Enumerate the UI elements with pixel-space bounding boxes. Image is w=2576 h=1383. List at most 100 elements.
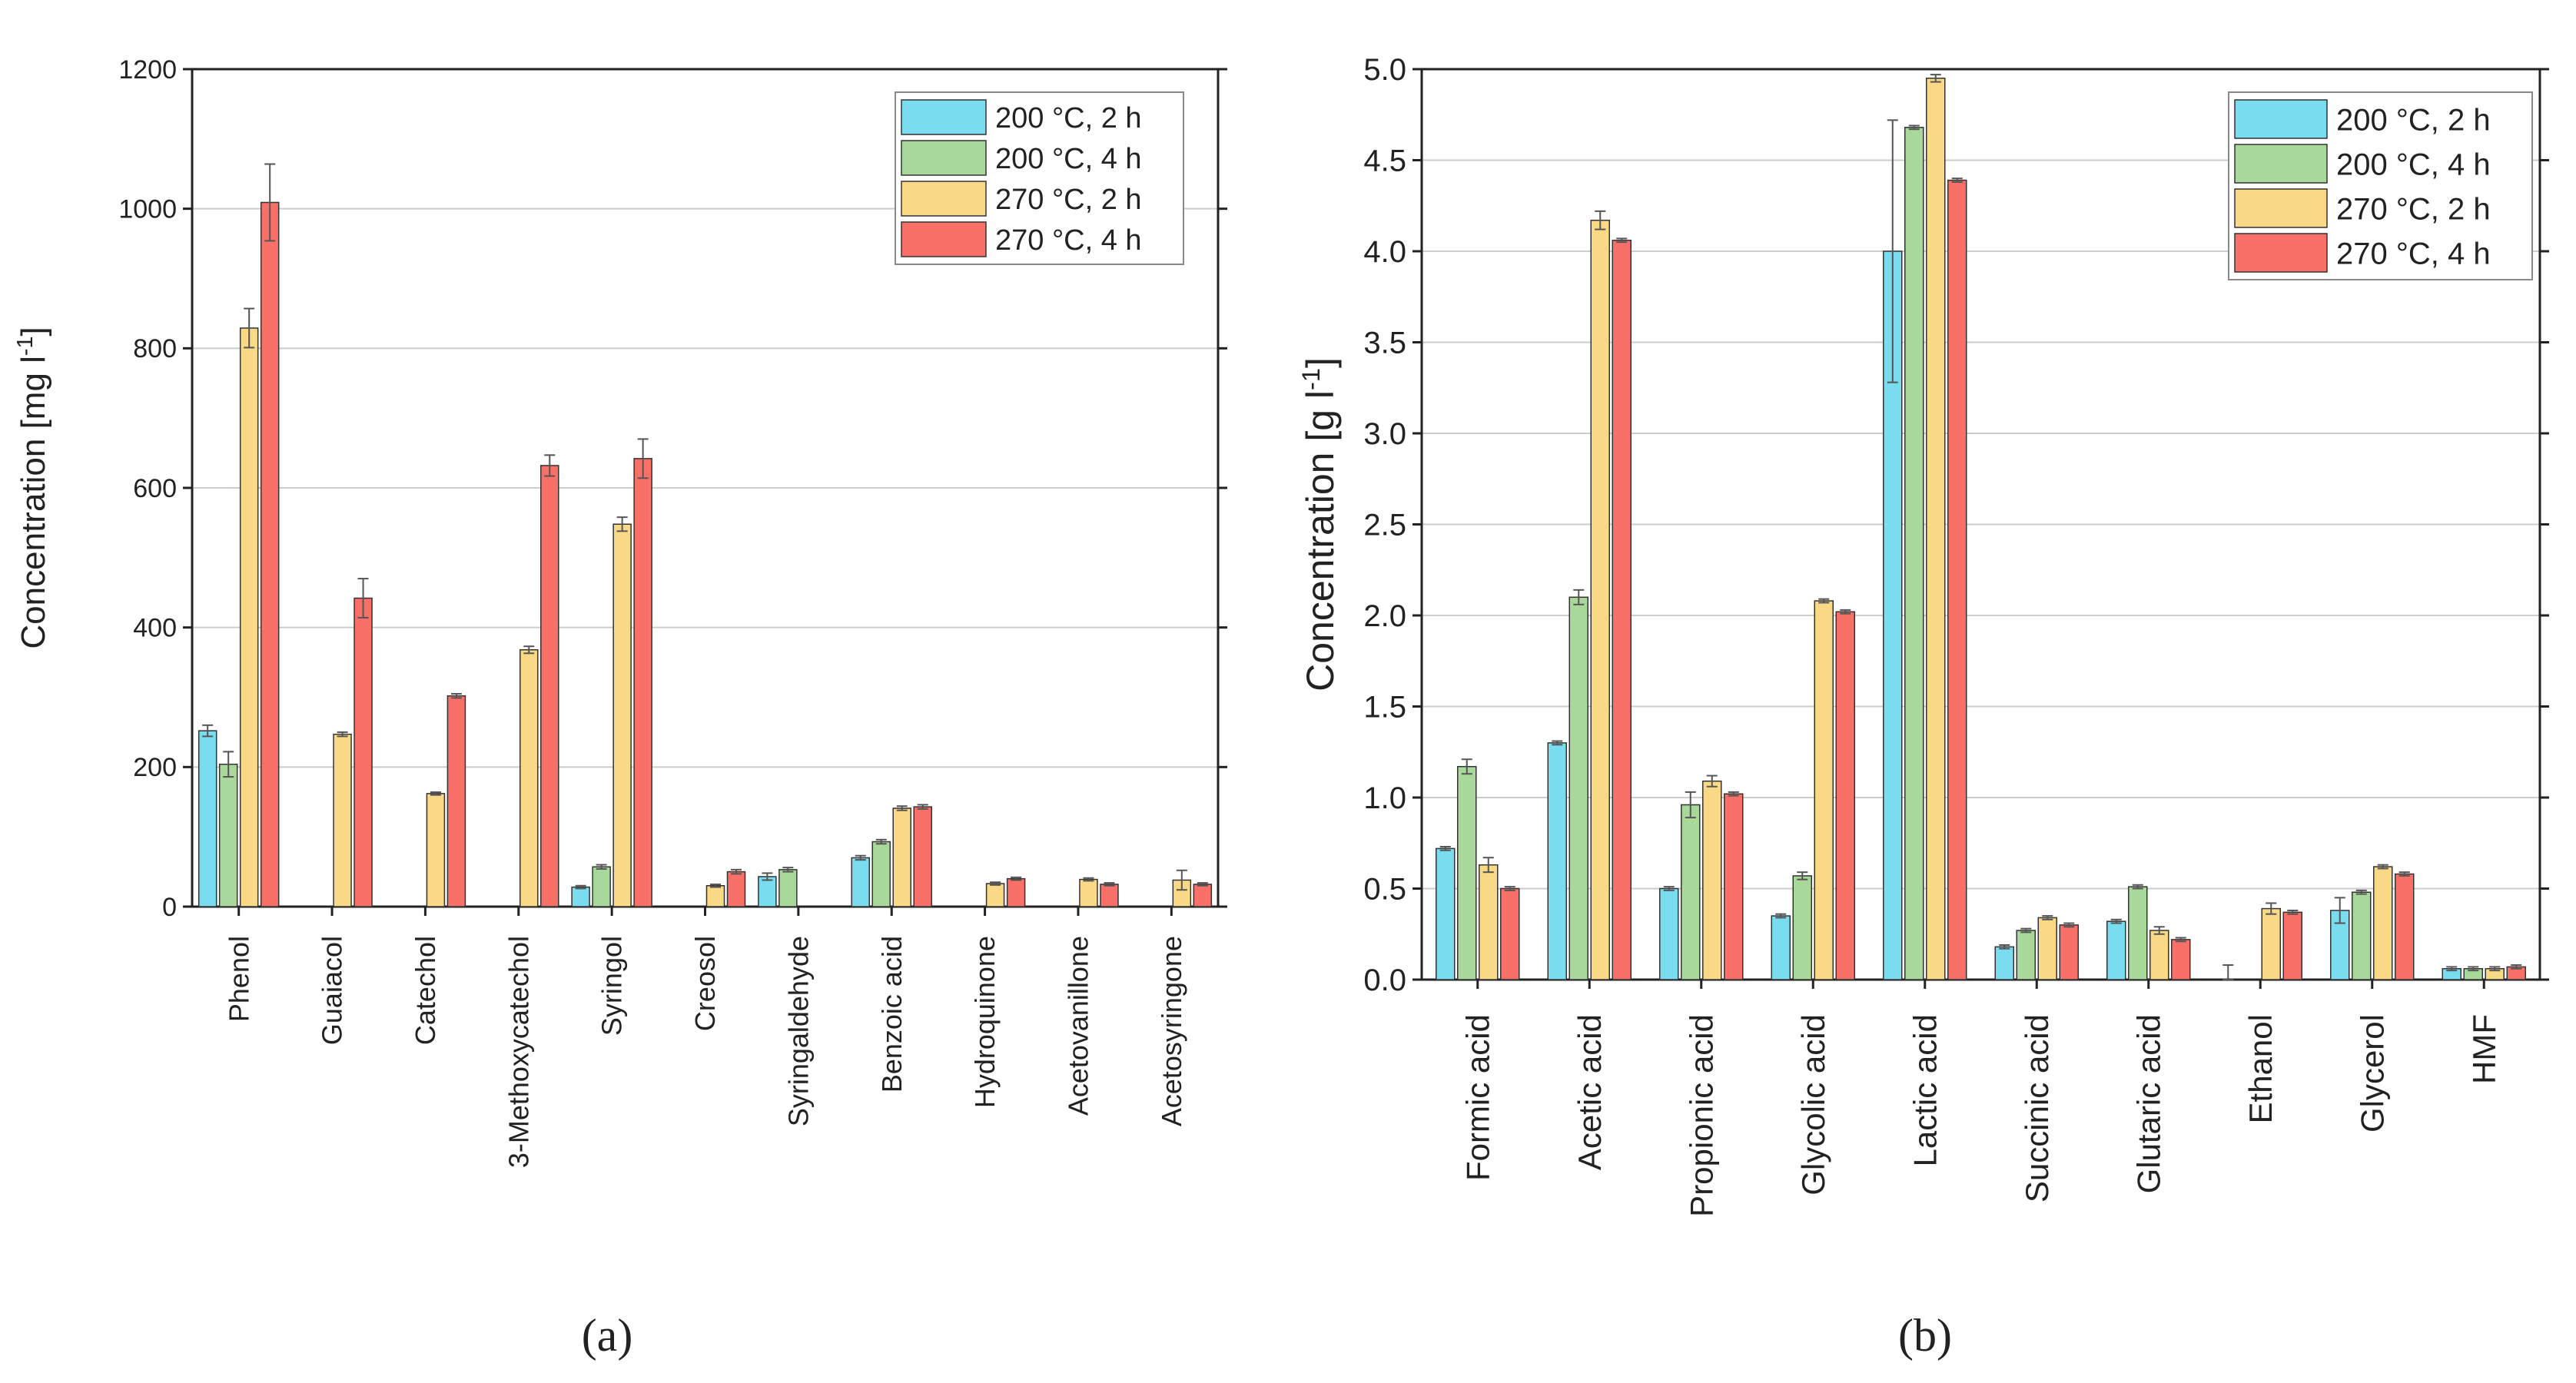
legend-label: 200 °C, 4 h	[995, 143, 1142, 175]
legend-swatch	[2234, 233, 2328, 273]
legend-label: 200 °C, 2 h	[995, 102, 1142, 134]
bar	[705, 885, 725, 907]
y-tick-label: 200	[133, 753, 177, 782]
y-tick-label: 4.0	[1363, 235, 1406, 269]
bar	[2059, 924, 2079, 980]
bar	[198, 730, 217, 907]
bar	[612, 523, 632, 907]
legend-label: 270 °C, 4 h	[995, 224, 1142, 257]
bar	[851, 857, 870, 907]
bar	[1479, 864, 1499, 980]
x-category-label: Glycerol	[2354, 1014, 2390, 1133]
y-tick-label: 600	[133, 474, 177, 503]
legend: 200 °C, 2 h 200 °C, 4 h 270 °C, 2 h 270 °C,…	[2228, 91, 2533, 280]
legend-label: 200 °C, 4 h	[2336, 148, 2491, 181]
x-category-label: Lactic acid	[1907, 1014, 1943, 1166]
bar	[260, 201, 280, 907]
bar	[913, 806, 932, 907]
bar	[985, 883, 1005, 907]
bar	[1500, 887, 1520, 980]
bar	[1926, 78, 1946, 980]
y-tick-label: 400	[133, 614, 177, 643]
bar	[758, 876, 777, 907]
bar	[592, 866, 611, 907]
y-tick-label: 0.5	[1363, 873, 1406, 907]
bar	[1994, 946, 2014, 980]
bar	[1547, 742, 1567, 980]
bar	[333, 733, 352, 907]
x-category-label: Acetosyringone	[1156, 936, 1187, 1126]
bar	[1702, 780, 1722, 980]
bar	[2395, 873, 2415, 980]
y-tick-label: 0.0	[1363, 963, 1406, 997]
legend: 200 °C, 2 h 200 °C, 4 h 270 °C, 2 h 270 °C,…	[895, 91, 1184, 265]
bar	[2016, 930, 2036, 980]
bar	[892, 808, 911, 907]
y-tick-label: 1000	[118, 195, 177, 224]
bar	[2149, 930, 2169, 980]
legend-swatch	[2234, 144, 2328, 184]
x-category-label: Hydroquinone	[969, 936, 1001, 1108]
y-tick-label: 1.0	[1363, 781, 1406, 815]
bar	[1612, 240, 1632, 980]
bar	[1904, 127, 1924, 980]
bar	[778, 869, 798, 907]
x-category-label: Propionic acid	[1683, 1014, 1719, 1217]
bar	[218, 763, 238, 907]
bar	[1835, 611, 1855, 980]
bar	[2261, 907, 2281, 980]
bar	[1814, 600, 1834, 980]
bar	[2373, 866, 2393, 980]
bar	[2282, 911, 2302, 980]
y-axis-label: Concentration [g l-1]	[1297, 357, 1342, 692]
x-category-label: Catechol	[410, 936, 441, 1045]
bar	[540, 465, 559, 907]
bar	[633, 458, 652, 907]
bar	[1590, 219, 1610, 980]
bar	[1724, 793, 1744, 980]
y-tick-label: 3.5	[1363, 327, 1406, 360]
panel-label: (a)	[582, 1310, 633, 1361]
bar	[446, 695, 466, 907]
x-category-label: Formic acid	[1459, 1014, 1495, 1181]
legend-swatch	[2234, 99, 2328, 139]
x-category-label: Ethanol	[2242, 1014, 2279, 1123]
bar	[2171, 939, 2191, 980]
x-category-label: Glutaric acid	[2130, 1014, 2166, 1193]
x-category-label: 3-Methoxycatechol	[503, 936, 534, 1168]
x-category-label: Syringaldehyde	[782, 936, 814, 1126]
bar	[2128, 886, 2148, 980]
x-category-label: Creosol	[689, 936, 721, 1031]
y-tick-label: 3.0	[1363, 417, 1406, 451]
bar	[1006, 877, 1026, 907]
x-category-label: Acetic acid	[1572, 1014, 1608, 1170]
bar	[354, 597, 373, 907]
bar	[1659, 887, 1679, 980]
x-category-label: Guaiacol	[317, 936, 348, 1045]
x-category-label: Glycolic acid	[1795, 1014, 1831, 1196]
bar	[726, 871, 746, 907]
legend-swatch	[901, 140, 987, 176]
bar	[1569, 596, 1588, 980]
bar	[2352, 891, 2372, 980]
bar	[2037, 917, 2057, 980]
legend-label: 270 °C, 4 h	[2336, 237, 2491, 270]
bar	[1681, 804, 1701, 980]
bar	[1079, 878, 1098, 907]
bar	[1193, 884, 1213, 907]
y-tick-label: 1.5	[1363, 691, 1406, 725]
y-tick-label: 0	[162, 893, 177, 922]
bar	[1100, 884, 1119, 907]
bar	[871, 841, 891, 907]
x-category-label: Phenol	[223, 936, 254, 1022]
bar	[239, 327, 259, 907]
y-tick-label: 800	[133, 334, 177, 363]
y-tick-label: 5.0	[1363, 53, 1406, 87]
bar	[1436, 847, 1456, 980]
bar	[520, 648, 539, 907]
y-tick-label: 1200	[118, 55, 177, 85]
y-tick-label: 4.5	[1363, 144, 1406, 178]
x-category-label: Acetovanillone	[1063, 936, 1094, 1116]
legend-swatch	[2234, 188, 2328, 228]
